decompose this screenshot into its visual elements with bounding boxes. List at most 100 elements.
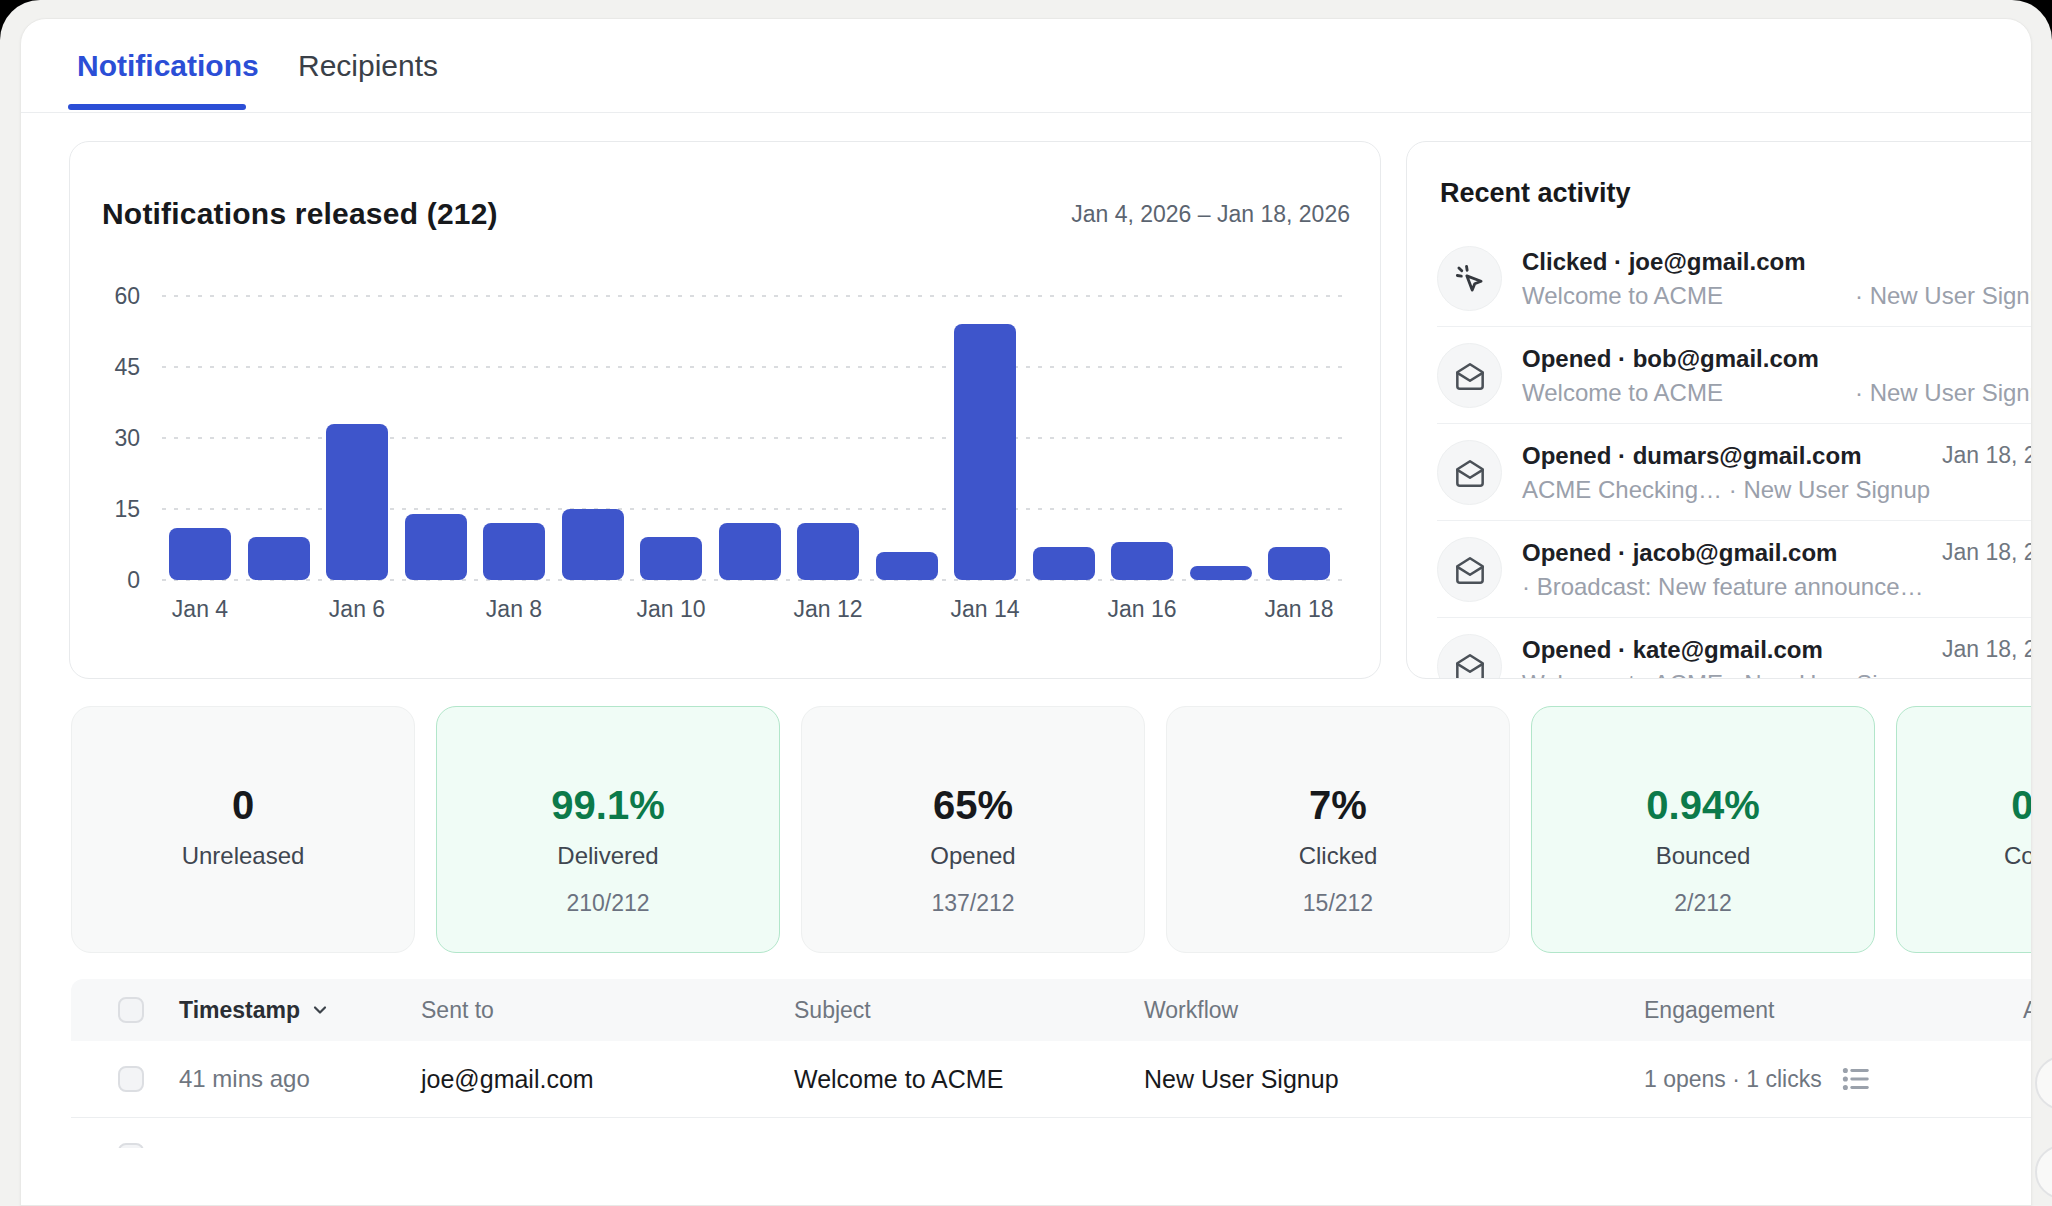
activity-date: Jan 18, 2026 xyxy=(1942,636,2032,663)
row-checkbox[interactable] xyxy=(118,1066,144,1092)
activity-subject: Welcome to ACME · New User Signup xyxy=(1522,670,1931,679)
bar-jan-15 xyxy=(1033,547,1095,580)
activity-item[interactable]: Clicked · joe@gmail.com Welcome to ACME … xyxy=(1407,230,2032,327)
stat-label: Delivered xyxy=(437,841,779,871)
clipped-action-button xyxy=(2035,1145,2052,1199)
cell-subject: Welcome to ACME xyxy=(794,1041,1003,1117)
cell-workflow: New User Signup xyxy=(1144,1041,1339,1117)
stat-value: 99.1% xyxy=(437,783,779,827)
x-tick-label: Jan 10 xyxy=(601,594,741,624)
table-header-row: Timestamp Sent to Subject Workflow Engag… xyxy=(71,979,2032,1041)
stat-card-clicked[interactable]: 7% Clicked 15/212 xyxy=(1166,706,1510,953)
activity-icon-circle xyxy=(1437,343,1502,408)
stat-fraction: 210/212 xyxy=(437,889,779,917)
bar-jan-18 xyxy=(1268,547,1330,580)
activity-workflow: · New User Signup xyxy=(1855,282,2032,310)
mail-open-icon xyxy=(1451,551,1489,589)
screenshot-frame: Notifications Recipients Notifications r… xyxy=(0,0,2052,1206)
stat-label: Clicked xyxy=(1167,841,1509,871)
stat-value: 7% xyxy=(1167,783,1509,827)
x-tick-label: Jan 6 xyxy=(287,594,427,624)
stat-card-opened[interactable]: 65% Opened 137/212 xyxy=(801,706,1145,953)
activity-icon-circle xyxy=(1437,537,1502,602)
bar-jan-8 xyxy=(483,523,545,580)
bar-jan-7 xyxy=(405,514,467,580)
activity-icon-circle xyxy=(1437,634,1502,679)
stat-card-delivered[interactable]: 99.1% Delivered 210/212 xyxy=(436,706,780,953)
cell-timestamp: 41 mins ago xyxy=(179,1041,310,1117)
bar-jan-17 xyxy=(1190,566,1252,580)
chevron-down-icon xyxy=(310,1000,330,1020)
bar-jan-6 xyxy=(326,424,388,580)
tab-bar: Notifications Recipients xyxy=(21,19,2031,113)
gridline xyxy=(162,295,1350,297)
activity-line1: Opened · jacob@gmail.com xyxy=(1522,539,1837,567)
bar-jan-11 xyxy=(719,523,781,580)
activity-icon-circle xyxy=(1437,440,1502,505)
x-tick-label: Jan 4 xyxy=(130,594,270,624)
activity-icon-circle xyxy=(1437,246,1502,311)
activity-line1: Opened · kate@gmail.com xyxy=(1522,636,1823,664)
stat-value: 0.47% xyxy=(1897,783,2032,827)
tab-recipients[interactable]: Recipients xyxy=(298,19,438,113)
engagement-list-icon[interactable] xyxy=(1839,1041,1873,1117)
stat-card-complained[interactable]: 0.47% Complained 1/212 xyxy=(1896,706,2032,953)
column-header-timestamp[interactable]: Timestamp xyxy=(179,979,330,1041)
column-header-workflow[interactable]: Workflow xyxy=(1144,979,1238,1041)
stat-fraction: 137/212 xyxy=(802,889,1144,917)
clipped-action-button xyxy=(2035,1056,2052,1110)
stat-label: Bounced xyxy=(1532,841,1874,871)
select-all-checkbox[interactable] xyxy=(118,997,144,1023)
cursor-click-icon xyxy=(1451,260,1489,298)
chart-header: Notifications released (212) Jan 4, 2026… xyxy=(102,194,1350,234)
chart-date-range: Jan 4, 2026 – Jan 18, 2026 xyxy=(1071,201,1350,228)
tab-notifications[interactable]: Notifications xyxy=(77,19,259,113)
column-header-engagement[interactable]: Engagement xyxy=(1644,979,1774,1041)
activity-item[interactable]: Opened · bob@gmail.com Welcome to ACME ·… xyxy=(1407,327,2032,424)
column-header-actions[interactable]: Actions xyxy=(2023,979,2032,1041)
activity-line1: Opened · bob@gmail.com xyxy=(1522,345,1819,373)
column-header-sent-to[interactable]: Sent to xyxy=(421,979,494,1041)
activity-item[interactable]: Opened · kate@gmail.com Welcome to ACME … xyxy=(1407,618,2032,679)
bar-jan-14 xyxy=(954,324,1016,580)
table-row-partial[interactable] xyxy=(71,1118,2032,1148)
notifications-chart-card: Notifications released (212) Jan 4, 2026… xyxy=(69,141,1381,679)
active-tab-underline xyxy=(68,104,246,110)
activity-item[interactable]: Opened · dumars@gmail.com ACME Checking…… xyxy=(1407,424,2032,521)
stat-card-bounced[interactable]: 0.94% Bounced 2/212 xyxy=(1531,706,1875,953)
table-body: 41 mins ago joe@gmail.com Welcome to ACM… xyxy=(71,1041,2032,1148)
activity-subject: Welcome to ACME xyxy=(1522,282,1723,310)
row-checkbox-cell xyxy=(118,1041,144,1117)
y-tick-label: 60 xyxy=(70,281,140,311)
activity-item[interactable]: Opened · jacob@gmail.com · Broadcast: Ne… xyxy=(1407,521,2032,618)
x-tick-label: Jan 8 xyxy=(444,594,584,624)
row-checkbox-cell xyxy=(118,1118,144,1148)
y-tick-label: 45 xyxy=(70,352,140,382)
stat-fraction: 1/212 xyxy=(1897,889,2032,917)
activity-date: Jan 18, 2026 xyxy=(1942,539,2032,566)
recent-activity-list: Clicked · joe@gmail.com Welcome to ACME … xyxy=(1407,230,2032,679)
table-row[interactable]: 41 mins ago joe@gmail.com Welcome to ACM… xyxy=(71,1041,2032,1118)
x-tick-label: Jan 14 xyxy=(915,594,1055,624)
app-window: Notifications Recipients Notifications r… xyxy=(20,18,2032,1206)
bar-jan-4 xyxy=(169,528,231,580)
notifications-table: Timestamp Sent to Subject Workflow Engag… xyxy=(71,979,2032,1148)
x-tick-label: Jan 16 xyxy=(1072,594,1212,624)
bar-jan-5 xyxy=(248,537,310,580)
activity-subject: · Broadcast: New feature announce… xyxy=(1522,573,1924,601)
column-header-subject[interactable]: Subject xyxy=(794,979,871,1041)
bar-jan-16 xyxy=(1111,542,1173,580)
select-all-cell xyxy=(118,979,144,1041)
x-tick-label: Jan 18 xyxy=(1229,594,1369,624)
activity-subject: Welcome to ACME xyxy=(1522,379,1723,407)
stat-label: Opened xyxy=(802,841,1144,871)
stat-fraction: 2/212 xyxy=(1532,889,1874,917)
stat-card-unreleased[interactable]: 0 Unreleased xyxy=(71,706,415,953)
cell-engagement: 1 opens · 1 clicks xyxy=(1644,1041,1822,1117)
y-tick-label: 0 xyxy=(70,565,140,595)
chart-title: Notifications released (212) xyxy=(102,197,498,231)
y-tick-label: 15 xyxy=(70,494,140,524)
x-tick-label: Jan 12 xyxy=(758,594,898,624)
activity-line1: Clicked · joe@gmail.com xyxy=(1522,248,1805,276)
bottom-white-band xyxy=(21,1148,2031,1205)
